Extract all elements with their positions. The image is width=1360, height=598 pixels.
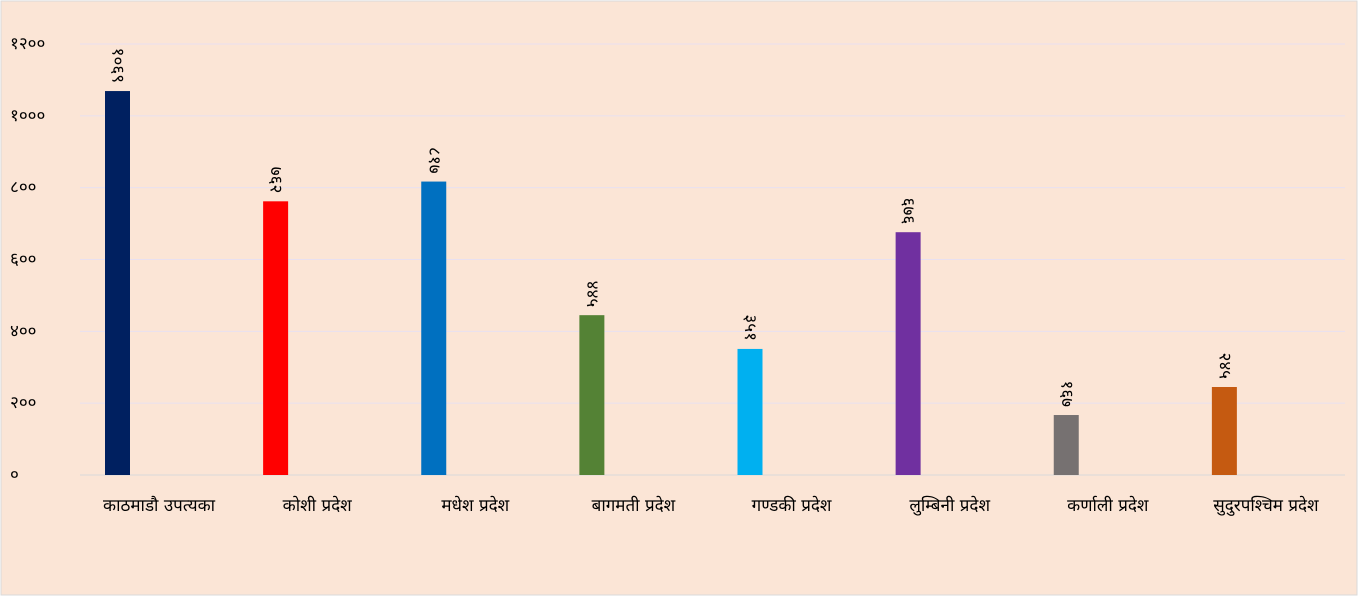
x-tick-label: काठमाडौ उपत्यका	[103, 495, 216, 516]
value-label: ६७६	[898, 198, 918, 225]
x-tick-label: सुदुरपश्चिम प्रदेश	[1213, 495, 1319, 516]
y-tick-label: ८००	[10, 178, 37, 198]
bar	[895, 232, 921, 475]
bar	[105, 91, 130, 475]
x-tick-label: गण्डकी प्रदेश	[752, 495, 832, 516]
y-tick-label: ०	[10, 465, 19, 485]
value-label: २४५	[1214, 352, 1234, 379]
y-tick-label: २००	[10, 393, 37, 413]
value-label: ८१७	[424, 147, 444, 174]
bar	[263, 201, 289, 475]
value-label: ७६२	[266, 167, 286, 194]
x-tick-label: कर्णाली प्रदेश	[1067, 495, 1149, 516]
y-tick-label: १०००	[10, 106, 45, 126]
value-label: १६७	[1056, 380, 1076, 407]
bar	[1053, 415, 1079, 475]
y-tick-label: ६००	[10, 250, 37, 270]
bar	[1211, 387, 1237, 475]
x-tick-label: कोशी प्रदेश	[283, 495, 353, 516]
bar	[579, 315, 605, 475]
bar	[421, 181, 447, 475]
value-label: १०६९	[108, 48, 128, 83]
y-tick-label: १२००	[10, 34, 45, 54]
bar	[737, 348, 763, 475]
y-tick-label: ४००	[10, 321, 37, 341]
x-tick-label: लुम्बिनी प्रदेश	[909, 495, 990, 516]
x-tick-label: बागमती प्रदेश	[592, 495, 676, 516]
x-tick-label: मधेश प्रदेश	[441, 495, 509, 516]
value-label: ४४५	[582, 281, 602, 308]
value-label: ३५१	[740, 314, 760, 341]
